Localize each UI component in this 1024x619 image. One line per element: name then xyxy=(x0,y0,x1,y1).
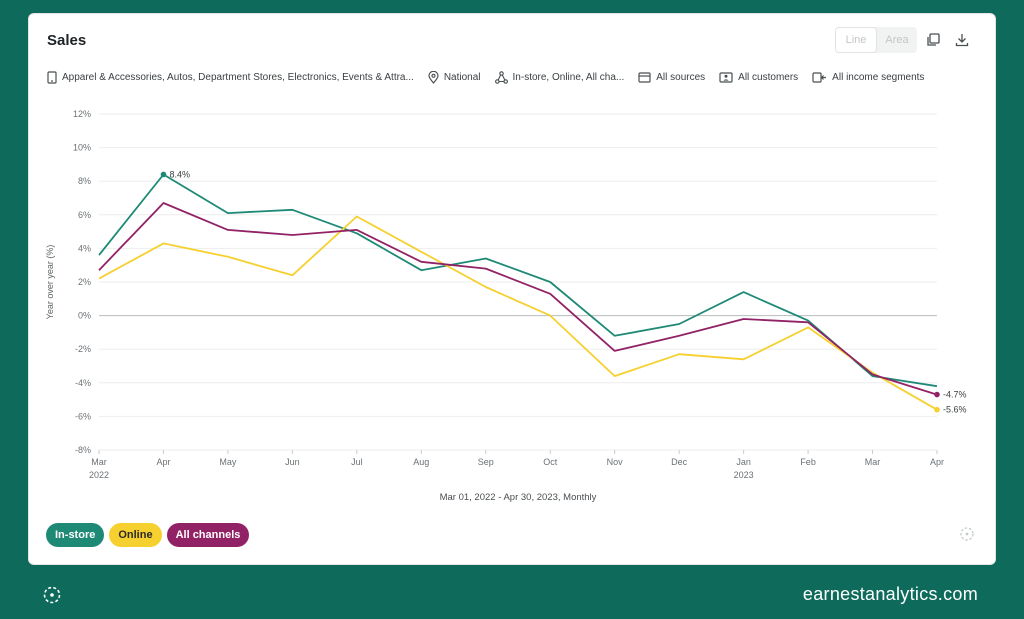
y-tick-label: 6% xyxy=(78,210,91,220)
annotation-label: -5.6% xyxy=(943,405,967,415)
x-tick-label: Mar xyxy=(91,457,107,467)
download-icon xyxy=(955,34,969,47)
filter-industries-label: Apparel & Accessories, Autos, Department… xyxy=(62,71,414,83)
download-button[interactable] xyxy=(952,30,972,50)
y-tick-label: -6% xyxy=(75,411,91,421)
x-tick-label: Aug xyxy=(413,457,429,467)
y-tick-label: 12% xyxy=(73,109,91,119)
y-tick-label: 0% xyxy=(78,311,91,321)
x-tick-label: Dec xyxy=(671,457,688,467)
x-tick-label: Apr xyxy=(156,457,170,467)
filter-channels[interactable]: In-store, Online, All cha... xyxy=(494,70,625,84)
x-year-label: 2023 xyxy=(734,470,754,480)
chart-area: 12% 10% 8% 6% 4% 2% 0% -2% -4% -6% -8% Year over ye… xyxy=(29,102,997,512)
x-tick-label: Apr xyxy=(930,457,944,467)
filter-income[interactable]: All income segments xyxy=(812,72,924,83)
y-tick-label: 10% xyxy=(73,143,91,153)
series-line-all-channels xyxy=(98,202,938,396)
filter-sources-label: All sources xyxy=(656,71,706,83)
x-tick-label: Mar xyxy=(865,457,881,467)
x-tick-label: Oct xyxy=(543,457,558,467)
filter-geography[interactable]: National xyxy=(428,70,481,84)
sales-card: Sales Line Area Apparel & Accessories, A… xyxy=(28,13,996,565)
annotation-label: -4.7% xyxy=(943,390,967,400)
annotation-point xyxy=(160,171,167,178)
x-tick-label: Jul xyxy=(351,457,363,467)
y-tick-label: -8% xyxy=(75,445,91,455)
card-icon xyxy=(638,71,651,83)
filter-sources[interactable]: All sources xyxy=(638,72,705,83)
annotation-label: 8.4% xyxy=(169,169,190,179)
channels-icon xyxy=(494,70,508,84)
building-icon xyxy=(47,70,57,84)
filter-geography-label: National xyxy=(443,71,481,83)
y-axis-label: Year over year (%) xyxy=(45,245,55,320)
x-tick-label: May xyxy=(219,457,237,467)
series-line-in-store xyxy=(98,173,938,388)
x-tick-label: Feb xyxy=(800,457,816,467)
x-year-label: 2022 xyxy=(89,470,109,480)
area-toggle-button[interactable]: Area xyxy=(885,34,909,46)
earnest-logo-icon xyxy=(42,585,62,610)
legend-online[interactable]: Online xyxy=(109,523,162,547)
copy-button[interactable] xyxy=(923,30,943,50)
line-toggle-button[interactable]: Line xyxy=(835,27,877,53)
line-chart: 12% 10% 8% 6% 4% 2% 0% -2% -4% -6% -8% Year over ye… xyxy=(45,109,967,503)
filter-channels-label: In-store, Online, All cha... xyxy=(512,71,625,83)
filter-bar: Apparel & Accessories, Autos, Department… xyxy=(47,69,938,85)
legend-all-channels[interactable]: All channels xyxy=(166,523,250,547)
series-line-online xyxy=(98,215,938,411)
y-tick-label: -4% xyxy=(75,378,91,388)
filter-industries[interactable]: Apparel & Accessories, Autos, Department… xyxy=(47,70,414,84)
legend-in-store[interactable]: In-store xyxy=(46,523,105,547)
filter-customers-label: All customers xyxy=(738,71,799,83)
customer-id-icon xyxy=(719,71,733,83)
x-tick-label: Jun xyxy=(285,457,300,467)
card-title: Sales xyxy=(47,32,87,49)
footer-url: earnestanalytics.com xyxy=(802,584,978,604)
legend: In-store Online All channels xyxy=(46,523,254,547)
filter-customers[interactable]: All customers xyxy=(719,72,798,83)
annotation-point xyxy=(934,391,940,398)
x-tick-label: Nov xyxy=(607,457,624,467)
chart-type-toggle[interactable]: Line Area xyxy=(835,27,917,53)
x-axis-label: Mar 01, 2022 - Apr 30, 2023, Monthly xyxy=(440,492,597,503)
copy-icon xyxy=(927,33,940,46)
income-icon xyxy=(812,71,827,83)
location-pin-icon xyxy=(428,70,439,84)
filter-income-label: All income segments xyxy=(832,71,925,83)
y-tick-label: 4% xyxy=(78,243,91,253)
y-tick-label: 8% xyxy=(78,176,91,186)
y-tick-label: 2% xyxy=(78,277,91,287)
watermark-logo-icon xyxy=(959,526,975,547)
annotation-point xyxy=(934,406,940,413)
x-tick-label: Sep xyxy=(478,457,494,467)
x-tick-label: Jan xyxy=(736,457,751,467)
y-tick-label: -2% xyxy=(75,344,91,354)
